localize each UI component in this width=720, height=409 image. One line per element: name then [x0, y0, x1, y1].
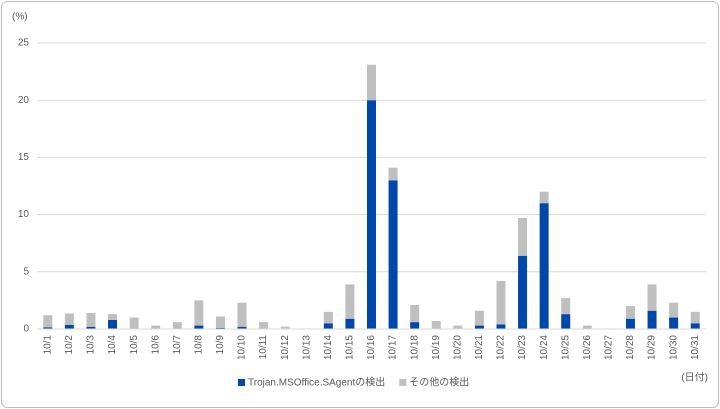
x-tick-label: 10/25 — [560, 335, 571, 360]
bar-segment — [410, 322, 420, 329]
x-tick-label: 10/24 — [539, 335, 550, 360]
bar-segment — [237, 302, 247, 327]
legend-label: その他の検出 — [409, 376, 469, 389]
bar-segment — [539, 203, 549, 329]
bar-segment — [43, 327, 53, 329]
bar-segment — [561, 298, 571, 315]
bar-segment — [367, 100, 376, 329]
x-tick-label: 10/19 — [431, 335, 442, 360]
bar-segment — [496, 280, 506, 325]
bar-segment — [345, 284, 355, 319]
bar-segment — [64, 313, 74, 325]
bar-segment — [194, 325, 204, 329]
bar-segment — [215, 327, 225, 329]
y-tick-label: 20 — [18, 95, 30, 106]
x-tick-label: 10/21 — [474, 335, 485, 360]
x-tick-label: 10/27 — [604, 335, 615, 360]
bar-segment — [496, 324, 506, 329]
bar-segment — [647, 310, 657, 329]
bar-segment — [237, 326, 247, 329]
x-tick-label: 10/18 — [409, 335, 420, 360]
x-tick-label: 10/28 — [625, 335, 636, 360]
x-tick-label: 10/2 — [64, 335, 75, 355]
bar-segment — [64, 324, 74, 329]
x-tick-label: 10/1 — [42, 335, 53, 355]
x-tick-label: 10/29 — [647, 335, 658, 360]
bar-segment — [86, 326, 96, 329]
x-tick-label: 10/15 — [345, 335, 356, 360]
x-tick-label: 10/16 — [366, 335, 377, 360]
bar-segment — [108, 319, 118, 329]
bar-segment — [518, 218, 528, 256]
x-tick-label: 10/10 — [237, 335, 248, 360]
bar-segment — [259, 322, 269, 329]
x-tick-label: 10/23 — [517, 335, 528, 360]
legend-label: Trojan.MSOffice.SAgentの検出 — [248, 376, 385, 389]
bar-segment — [323, 311, 333, 324]
bar-segment — [86, 312, 96, 327]
x-axis-label: (日付) — [681, 371, 708, 384]
bar-segment — [453, 325, 463, 329]
bar-segment — [367, 64, 376, 101]
y-tick-label: 10 — [18, 209, 30, 220]
bar-segment — [518, 255, 528, 329]
bar-segment — [410, 304, 420, 323]
bar-segment — [431, 320, 441, 329]
bar-segment — [388, 167, 398, 181]
bar-segment — [625, 318, 635, 329]
x-tick-label: 10/13 — [301, 335, 312, 360]
bar-segment — [280, 326, 290, 329]
x-tick-label: 10/3 — [86, 335, 97, 355]
bar-segment — [539, 191, 549, 204]
legend-swatch — [238, 379, 245, 386]
legend-swatch — [399, 379, 407, 386]
bar-segment — [561, 314, 571, 329]
x-tick-label: 10/26 — [582, 335, 593, 360]
bar-segment — [129, 317, 139, 329]
bar-segment — [647, 284, 657, 311]
x-tick-label: 10/30 — [668, 335, 679, 360]
bar-segment — [345, 318, 355, 329]
y-axis-label: (%) — [12, 12, 28, 23]
x-tick-label: 10/9 — [215, 335, 226, 355]
bar-segment — [108, 314, 118, 320]
bar-segment — [194, 300, 204, 326]
bar-segment — [172, 322, 182, 329]
x-tick-label: 10/8 — [193, 335, 204, 355]
y-tick-label: 0 — [23, 324, 29, 335]
x-tick-label: 10/31 — [690, 335, 701, 360]
x-tick-label: 10/14 — [323, 335, 334, 360]
bar-segment — [474, 310, 484, 326]
bar-segment — [323, 323, 333, 329]
bar-segment — [388, 180, 398, 329]
x-tick-label: 10/4 — [107, 335, 118, 355]
bar-segment — [690, 311, 700, 324]
y-tick-label: 25 — [18, 38, 30, 49]
y-tick-label: 15 — [18, 152, 30, 163]
y-tick-label: 5 — [23, 266, 29, 277]
bar-segment — [474, 325, 484, 329]
bar-segment — [669, 302, 679, 318]
bar-segment — [582, 325, 592, 329]
bar-segment — [151, 325, 161, 329]
x-tick-label: 10/17 — [388, 335, 399, 360]
x-tick-label: 10/11 — [258, 335, 269, 360]
x-tick-label: 10/22 — [496, 335, 507, 360]
x-tick-label: 10/7 — [172, 335, 183, 355]
bar-segment — [625, 306, 635, 319]
bar-segment — [690, 323, 700, 329]
x-tick-label: 10/12 — [280, 335, 291, 360]
bar-segment — [669, 317, 679, 329]
x-tick-label: 10/6 — [150, 335, 161, 355]
x-tick-label: 10/20 — [452, 335, 463, 360]
bar-segment — [43, 315, 53, 328]
bar-segment — [215, 316, 225, 328]
x-tick-label: 10/5 — [129, 335, 140, 355]
